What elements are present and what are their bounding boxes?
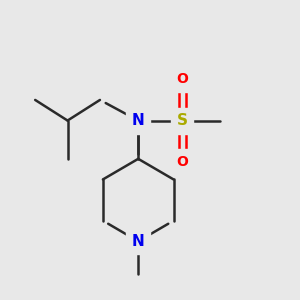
Text: O: O	[176, 72, 188, 86]
Text: N: N	[132, 113, 145, 128]
Text: S: S	[177, 113, 188, 128]
Text: O: O	[176, 155, 188, 169]
Text: N: N	[132, 234, 145, 249]
